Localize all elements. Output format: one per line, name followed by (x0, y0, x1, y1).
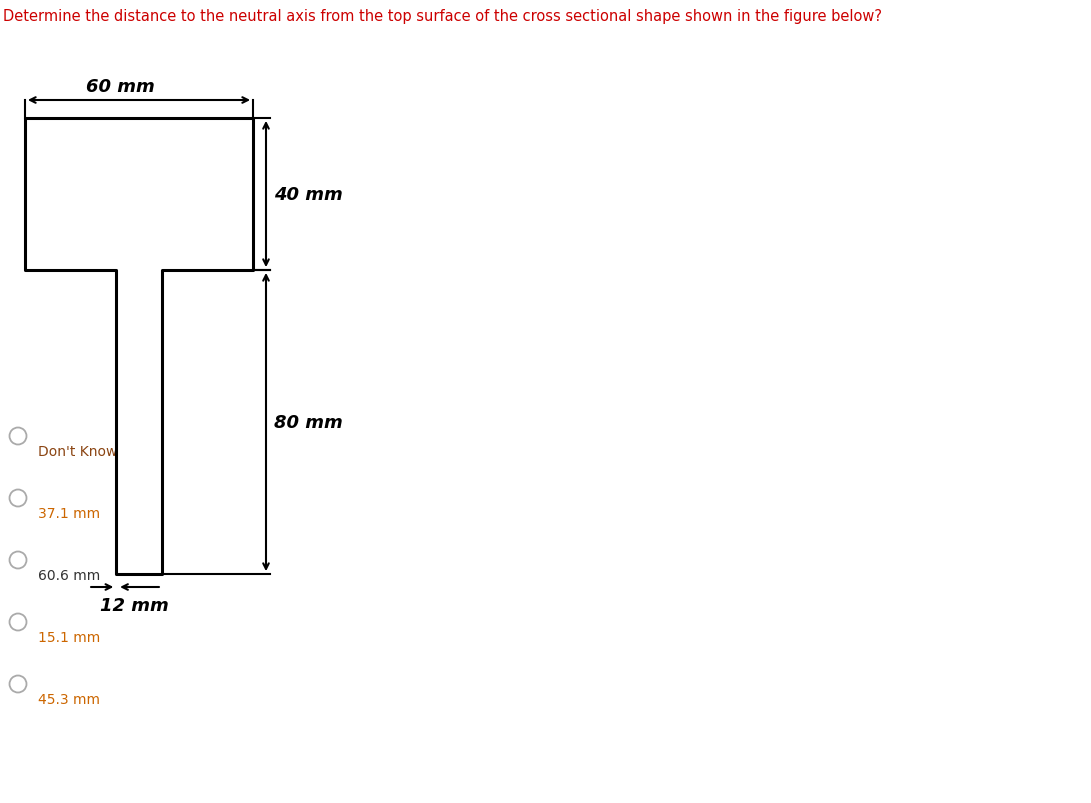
Text: 15.1 mm: 15.1 mm (38, 630, 100, 644)
Text: 60.6 mm: 60.6 mm (38, 569, 100, 582)
Text: Don't Know: Don't Know (38, 444, 118, 459)
Text: 45.3 mm: 45.3 mm (38, 692, 100, 706)
Text: 60 mm: 60 mm (86, 78, 155, 96)
Text: 12 mm: 12 mm (100, 597, 169, 614)
Text: 37.1 mm: 37.1 mm (38, 507, 100, 520)
Text: Determine the distance to the neutral axis from the top surface of the cross sec: Determine the distance to the neutral ax… (3, 9, 882, 24)
Text: 40 mm: 40 mm (274, 185, 343, 204)
Text: 80 mm: 80 mm (274, 414, 343, 431)
